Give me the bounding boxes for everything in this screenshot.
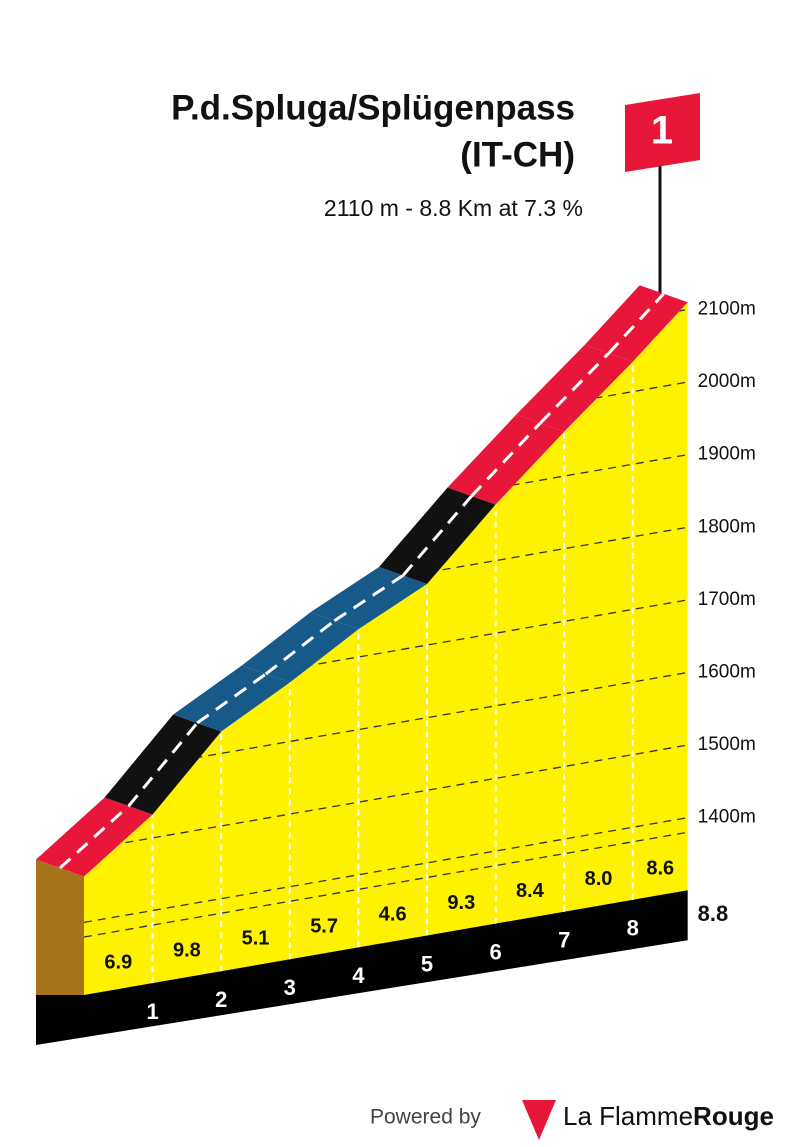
km-label: 4 xyxy=(352,963,365,988)
road-centerline xyxy=(470,422,542,498)
grid-line xyxy=(84,817,688,924)
gradient-label: 8.4 xyxy=(516,880,545,902)
gradient-label: 6.9 xyxy=(104,951,132,973)
brand-bold: Rouge xyxy=(693,1101,774,1131)
y-tick-label: 1700m xyxy=(698,589,756,610)
climb-stats: 2110 m - 8.8 Km at 7.3 % xyxy=(324,195,583,221)
km-label: 6 xyxy=(489,939,501,964)
grid-line xyxy=(84,744,688,851)
road-centerline xyxy=(333,574,404,623)
km-label: 3 xyxy=(284,975,296,1000)
km-label: 1 xyxy=(146,999,158,1024)
gradient-label: 9.8 xyxy=(173,939,201,961)
footer-powered: Powered by xyxy=(370,1106,481,1129)
y-tick-label: 2100m xyxy=(698,298,756,319)
chart-subtitle: (IT-CH) xyxy=(460,135,575,174)
brand-light: La Flamme xyxy=(563,1101,693,1131)
footer-brand: La FlammeRouge xyxy=(563,1101,774,1131)
category-label: 1 xyxy=(651,109,673,153)
km-label: 5 xyxy=(421,951,433,976)
gradient-label: 9.3 xyxy=(447,892,475,914)
km-label: 8 xyxy=(627,916,639,941)
road-segment xyxy=(173,665,290,732)
road-segment xyxy=(584,285,688,362)
y-tick-label: 1400m xyxy=(698,807,756,828)
gradient-label: 5.7 xyxy=(310,916,338,938)
road-segment xyxy=(241,612,359,683)
y-tick-label: 1900m xyxy=(698,444,756,465)
km-label: 2 xyxy=(215,987,227,1012)
road-centerline xyxy=(127,722,199,807)
side-face xyxy=(36,859,84,995)
y-tick-label: 1600m xyxy=(698,661,756,682)
road-centerline xyxy=(401,495,473,577)
plot: 1400m 1500m 1600m 1700m 1800m 1900m 2000m 2100m… xyxy=(36,285,756,1045)
gradient-label: 8.0 xyxy=(585,868,613,890)
road-centerline xyxy=(196,672,267,725)
chart-title: P.d.Spluga/Splügenpass xyxy=(171,88,575,127)
road-segment xyxy=(310,566,427,630)
road-centerline xyxy=(264,619,336,676)
gradient-label: 5.1 xyxy=(242,928,270,950)
road-centerline xyxy=(607,292,665,355)
gradient-label: 4.6 xyxy=(379,904,407,926)
km-label: 8.8 xyxy=(698,901,729,926)
gradient-label: 8.6 xyxy=(646,857,674,879)
road-centerline xyxy=(539,352,610,425)
profile-face xyxy=(84,302,688,996)
plate-line xyxy=(84,831,688,938)
km-label: 7 xyxy=(558,928,570,953)
brand-logo xyxy=(522,1100,556,1140)
y-tick-label: 1800m xyxy=(698,516,756,537)
road-centerline xyxy=(58,804,130,870)
y-tick-label: 2000m xyxy=(698,371,756,392)
flag xyxy=(625,93,700,172)
y-tick-label: 1500m xyxy=(698,734,756,755)
base-plate xyxy=(36,890,688,1045)
